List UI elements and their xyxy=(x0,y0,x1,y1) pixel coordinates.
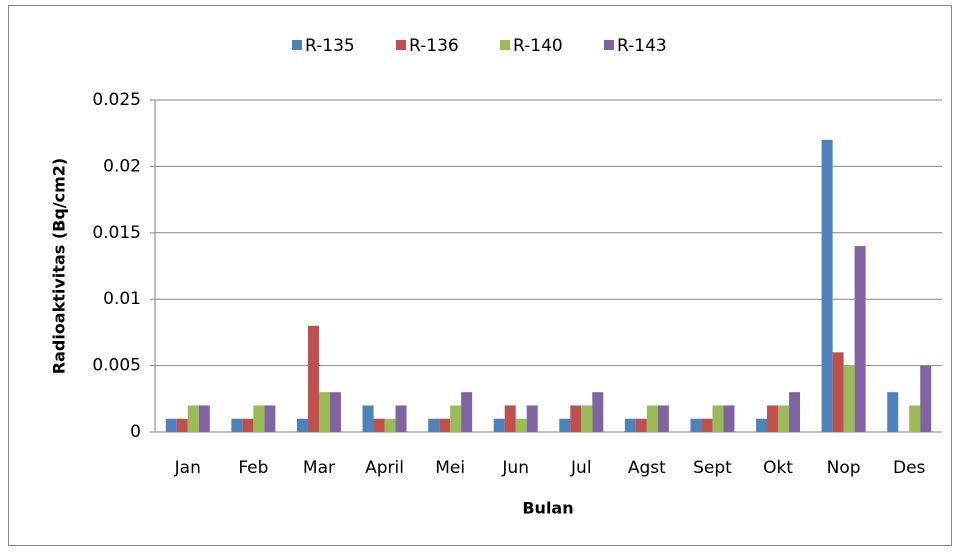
y-axis-title: Radioaktivitas (Bq/cm2) xyxy=(50,158,69,374)
bar xyxy=(635,418,647,432)
bar xyxy=(329,392,341,432)
bar xyxy=(198,405,210,432)
bar xyxy=(690,418,702,432)
bar xyxy=(362,405,374,432)
bar xyxy=(843,365,855,432)
bar xyxy=(570,405,582,432)
y-tick-label: 0.015 xyxy=(92,223,141,243)
bar xyxy=(264,405,276,432)
bar xyxy=(493,418,505,432)
legend-swatch xyxy=(604,40,614,50)
bar xyxy=(778,405,790,432)
bar xyxy=(373,418,385,432)
bar xyxy=(920,365,932,432)
bar xyxy=(231,418,243,432)
bar xyxy=(307,325,319,432)
x-tick-label: Feb xyxy=(238,458,268,478)
bar xyxy=(318,392,330,432)
x-tick-label: Okt xyxy=(763,458,793,478)
bar xyxy=(723,405,735,432)
bar xyxy=(176,418,188,432)
bar xyxy=(526,405,538,432)
x-tick-label: Agst xyxy=(628,458,666,478)
x-tick-label: Sept xyxy=(693,458,732,478)
bar xyxy=(450,405,462,432)
bar xyxy=(624,418,636,432)
bar xyxy=(646,405,658,432)
x-tick-label: Jan xyxy=(174,458,201,478)
y-tick-label: 0 xyxy=(130,422,141,442)
x-tick-label: Jun xyxy=(501,458,529,478)
bar xyxy=(821,139,833,432)
bar xyxy=(515,418,527,432)
bar xyxy=(832,352,844,432)
legend-swatch xyxy=(292,40,302,50)
x-tick-label: Jul xyxy=(570,458,592,478)
x-tick-label: Mar xyxy=(303,458,335,478)
chart-border xyxy=(8,5,952,546)
y-tick-label: 0.005 xyxy=(92,356,141,376)
legend-label: R-136 xyxy=(409,36,459,56)
bar xyxy=(253,405,265,432)
x-tick-label: Des xyxy=(893,458,926,478)
legend-swatch xyxy=(396,40,406,50)
bar xyxy=(428,418,440,432)
bar xyxy=(242,418,254,432)
bar xyxy=(909,405,921,432)
legend-label: R-135 xyxy=(305,36,355,56)
bar xyxy=(581,405,593,432)
y-tick-label: 0.01 xyxy=(103,289,141,309)
bar xyxy=(187,405,199,432)
bar xyxy=(296,418,308,432)
x-axis-title: Bulan xyxy=(522,499,573,518)
bar xyxy=(165,418,177,432)
bar xyxy=(756,418,768,432)
x-tick-label: April xyxy=(365,458,404,478)
y-tick-label: 0.025 xyxy=(92,90,141,110)
bar xyxy=(789,392,801,432)
legend-label: R-140 xyxy=(513,36,563,56)
bar xyxy=(559,418,571,432)
bar xyxy=(592,392,604,432)
bar xyxy=(854,246,866,432)
legend-label: R-143 xyxy=(617,36,667,56)
legend-swatch xyxy=(500,40,510,50)
bar xyxy=(504,405,516,432)
bar xyxy=(461,392,473,432)
bar xyxy=(712,405,724,432)
bar xyxy=(887,392,899,432)
bar xyxy=(439,418,451,432)
x-tick-label: Nop xyxy=(827,458,861,478)
bar xyxy=(395,405,407,432)
bar xyxy=(657,405,669,432)
bar xyxy=(384,418,396,432)
bar xyxy=(701,418,713,432)
x-tick-label: Mei xyxy=(435,458,465,478)
y-tick-label: 0.02 xyxy=(103,156,141,176)
bar xyxy=(767,405,779,432)
